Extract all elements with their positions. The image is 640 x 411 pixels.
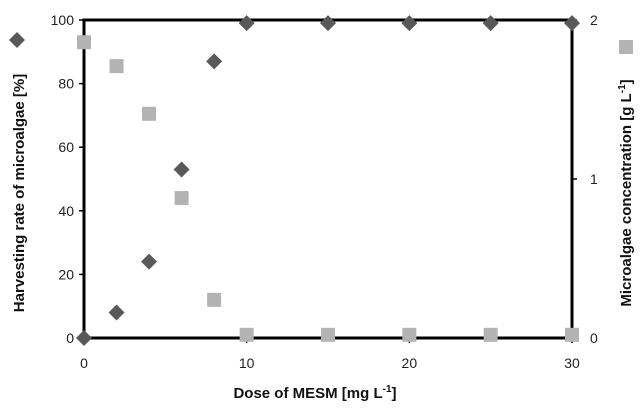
y-tick-label: 20 [58,266,74,282]
data-point-harvesting-rate [320,15,336,32]
y-tick-label: 0 [66,330,74,346]
data-point-microalgae-concentration [565,327,579,342]
data-point-microalgae-concentration [239,327,254,342]
y2-axis-label-superscript: -1 [617,84,628,93]
y-tick-label: 100 [51,12,75,28]
data-point-microalgae-concentration [483,327,498,342]
data-point-harvesting-rate [206,53,223,70]
data-point-harvesting-rate [108,304,125,321]
x-tick-label: 0 [80,355,88,371]
x-tick-label: 20 [402,355,418,371]
y2-tick-label: 0 [590,330,598,346]
data-point-harvesting-rate [238,15,255,32]
y-tick-label: 40 [58,203,74,219]
x-tick-label: 10 [239,355,255,371]
plot-frame [82,18,574,340]
data-point-microalgae-concentration [207,292,222,307]
data-point-harvesting-rate [482,15,499,32]
x-axis-label-superscript: -1 [383,384,392,395]
y2-axis-label-main: Microalgae concentration [g L [618,93,635,306]
data-point-harvesting-rate [76,330,92,346]
y2-tick-label: 1 [590,171,598,187]
data-point-microalgae-concentration [174,191,189,206]
y-tick-label: 80 [58,76,74,92]
y-axis-label: Harvesting rate of microalgae [%] [11,74,28,312]
x-axis-label-main: Dose of MESM [mg L [233,385,382,402]
axes-group [79,18,577,343]
data-point-harvesting-rate [141,253,158,270]
data-point-microalgae-concentration [109,59,124,74]
legend-marker-microalgae-concentration [619,40,633,54]
y-tick-label: 60 [58,139,74,155]
y2-axis-label-suffix: ] [618,79,635,84]
legend-marker-harvesting-rate [9,32,25,48]
y2-axis-label: Microalgae concentration [g L-1] [617,79,635,306]
data-points-group [76,15,580,346]
data-point-microalgae-concentration [77,35,91,50]
x-tick-label: 30 [564,355,580,371]
data-point-harvesting-rate [173,161,190,178]
data-point-microalgae-concentration [142,106,157,121]
data-point-microalgae-concentration [321,327,335,342]
x-axis-label-suffix: ] [392,385,397,402]
data-point-microalgae-concentration [402,327,417,342]
legend-markers-group [9,32,633,54]
data-point-harvesting-rate [564,15,580,32]
y2-tick-label: 2 [590,12,598,28]
x-axis-label: Dose of MESM [mg L-1] [233,384,396,402]
data-point-harvesting-rate [401,15,418,32]
